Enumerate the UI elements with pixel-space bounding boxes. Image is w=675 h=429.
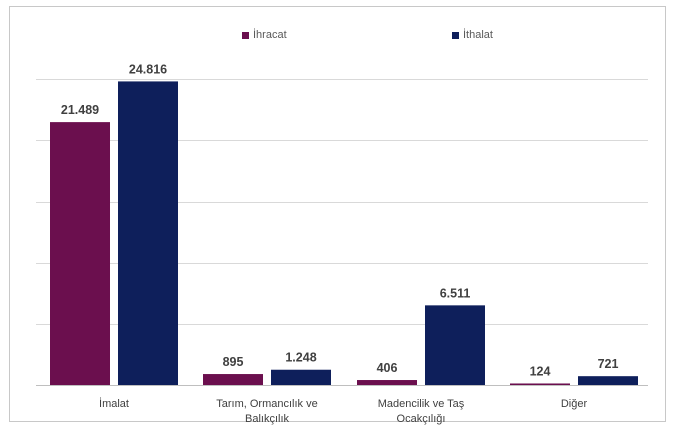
- data-label-ihracat-0: 21.489: [61, 103, 99, 117]
- category-label-2: Madencilik ve Taş Ocakçılığı: [378, 398, 465, 425]
- legend-item-ihracat: İhracat: [242, 29, 287, 41]
- legend-swatch-ithalat: [452, 31, 459, 39]
- data-label-ithalat-1: 1.248: [285, 351, 316, 365]
- bar-ithalat-3[interactable]: [578, 376, 638, 385]
- legend-label-ihracat: İhracat: [253, 29, 287, 41]
- legend-swatch-ihracat: [242, 31, 249, 39]
- bar-ihracat-0[interactable]: [50, 122, 110, 386]
- bar-ithalat-2[interactable]: [425, 305, 485, 385]
- data-label-ihracat-3: 124: [530, 364, 551, 378]
- category-label-3: Diğer: [561, 398, 588, 410]
- data-label-ihracat-1: 895: [223, 355, 244, 369]
- bar-ithalat-0[interactable]: [118, 81, 178, 385]
- bar-ithalat-1[interactable]: [271, 369, 331, 385]
- data-label-ithalat-2: 6.511: [440, 286, 471, 300]
- legend-item-ithalat: İthalat: [452, 29, 493, 41]
- data-label-ithalat-0: 24.816: [129, 62, 167, 76]
- data-label-ithalat-3: 721: [598, 357, 619, 371]
- bar-ihracat-2[interactable]: [357, 380, 417, 385]
- bar-ihracat-3[interactable]: [510, 383, 570, 385]
- data-label-ihracat-2: 406: [377, 361, 398, 375]
- legend: İhracat İthalat: [0, 29, 675, 47]
- bar-ihracat-1[interactable]: [203, 374, 263, 385]
- category-label-1: Tarım, Ormancılık ve Balıkçılık: [216, 398, 317, 425]
- category-label-0: İmalat: [99, 397, 129, 410]
- legend-label-ithalat: İthalat: [463, 29, 493, 41]
